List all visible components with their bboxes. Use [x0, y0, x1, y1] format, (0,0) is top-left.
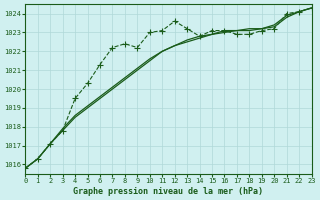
- X-axis label: Graphe pression niveau de la mer (hPa): Graphe pression niveau de la mer (hPa): [74, 187, 263, 196]
